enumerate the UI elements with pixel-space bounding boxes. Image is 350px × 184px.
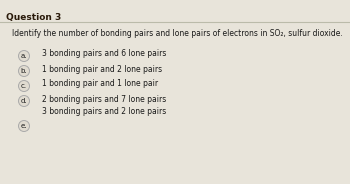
- Text: d.: d.: [21, 98, 27, 104]
- Text: 1 bonding pair and 2 lone pairs: 1 bonding pair and 2 lone pairs: [42, 65, 162, 73]
- Text: b.: b.: [21, 68, 27, 74]
- Text: 3 bonding pairs and 2 lone pairs: 3 bonding pairs and 2 lone pairs: [42, 107, 166, 116]
- Text: 1 bonding pair and 1 lone pair: 1 bonding pair and 1 lone pair: [42, 79, 158, 89]
- Text: 2 bonding pairs and 7 lone pairs: 2 bonding pairs and 7 lone pairs: [42, 95, 166, 103]
- Circle shape: [19, 81, 29, 91]
- Circle shape: [19, 121, 29, 132]
- Text: 3 bonding pairs and 6 lone pairs: 3 bonding pairs and 6 lone pairs: [42, 49, 166, 59]
- Text: c.: c.: [21, 83, 27, 89]
- Circle shape: [19, 66, 29, 77]
- Circle shape: [19, 50, 29, 61]
- Text: e.: e.: [21, 123, 27, 129]
- Text: Identify the number of bonding pairs and lone pairs of electrons in SO₂, sulfur : Identify the number of bonding pairs and…: [12, 29, 343, 38]
- Text: a.: a.: [21, 53, 27, 59]
- Text: Question 3: Question 3: [6, 13, 61, 22]
- Circle shape: [19, 95, 29, 107]
